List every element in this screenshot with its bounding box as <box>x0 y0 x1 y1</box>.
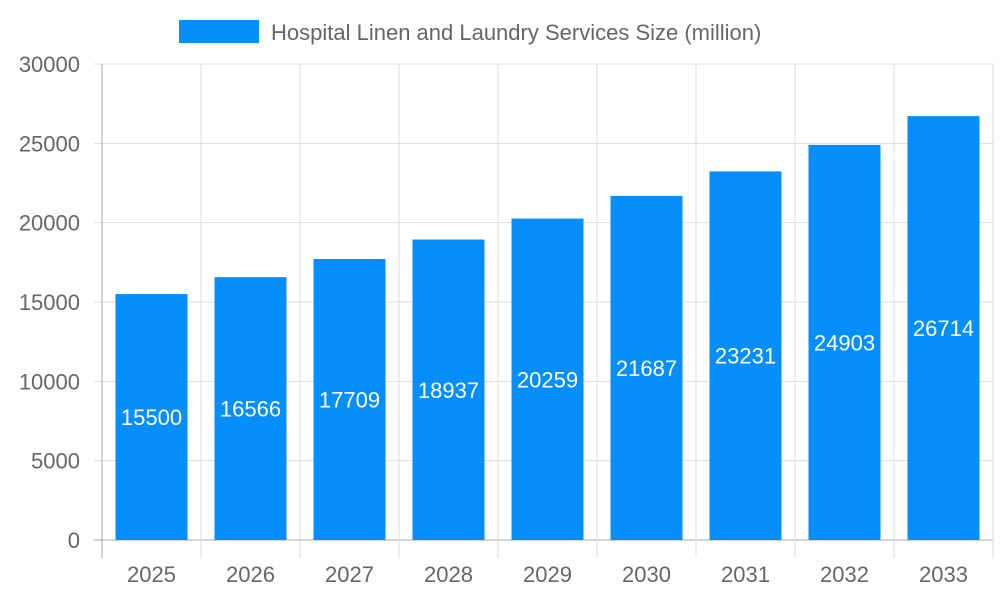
bar <box>412 239 485 540</box>
y-tick-label: 5000 <box>31 449 80 474</box>
bar <box>313 259 386 540</box>
x-tick-label: 2025 <box>127 562 176 587</box>
x-tick-label: 2032 <box>820 562 869 587</box>
bar <box>907 116 980 540</box>
x-tick-label: 2033 <box>919 562 968 587</box>
data-label: 24903 <box>814 330 875 355</box>
legend-swatch <box>179 20 259 43</box>
data-label: 20259 <box>517 367 578 392</box>
y-tick-label: 20000 <box>19 211 80 236</box>
data-label: 15500 <box>121 405 182 430</box>
x-tick-label: 2031 <box>721 562 770 587</box>
data-label: 26714 <box>913 316 974 341</box>
data-label: 17709 <box>319 388 380 413</box>
y-tick-label: 10000 <box>19 369 80 394</box>
data-label: 16566 <box>220 397 281 422</box>
y-tick-label: 0 <box>68 528 80 553</box>
bars: 15500 16566 17709 18937 20259 21687 23231 24903… <box>115 116 980 541</box>
legend-label: Hospital Linen and Laundry Services Size… <box>271 20 761 45</box>
axes: 0 5000 10000 15000 20000 25000 30000 2025 2026 20… <box>19 52 968 587</box>
y-tick-label: 25000 <box>19 131 80 156</box>
x-tick-label: 2027 <box>325 562 374 587</box>
data-label: 21687 <box>616 356 677 381</box>
bar <box>808 144 881 540</box>
x-tick-label: 2028 <box>424 562 473 587</box>
bar <box>709 171 782 540</box>
bar <box>214 277 287 540</box>
x-tick-label: 2029 <box>523 562 572 587</box>
bar <box>115 294 188 540</box>
data-label: 18937 <box>418 378 479 403</box>
y-tick-label: 30000 <box>19 52 80 77</box>
y-tick-label: 15000 <box>19 290 80 315</box>
x-tick-label: 2026 <box>226 562 275 587</box>
legend[interactable]: Hospital Linen and Laundry Services Size… <box>179 20 761 45</box>
bar <box>610 195 683 540</box>
data-label: 23231 <box>715 344 776 369</box>
x-tick-label: 2030 <box>622 562 671 587</box>
bar <box>511 218 584 541</box>
